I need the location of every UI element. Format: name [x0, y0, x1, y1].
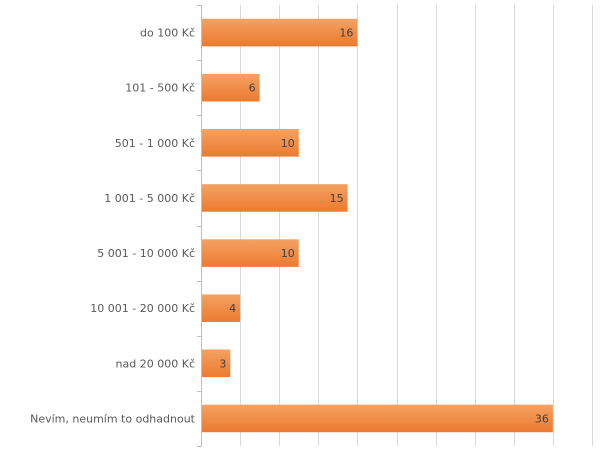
data-label: 36 [535, 412, 549, 425]
bar [202, 18, 358, 47]
bar [202, 184, 348, 212]
category-label: 5 001 - 10 000 Kč [97, 247, 195, 260]
data-label: 10 [281, 137, 295, 150]
data-label: 3 [219, 357, 226, 370]
category-label: 501 - 1 000 Kč [115, 137, 195, 150]
bar [202, 239, 299, 267]
bar [202, 129, 299, 157]
category-label: Nevím, neumím to odhadnout [30, 412, 196, 425]
bar [202, 73, 260, 102]
data-label: 6 [249, 82, 256, 95]
data-label: 4 [229, 302, 236, 315]
data-label: 15 [330, 192, 344, 205]
data-label: 16 [339, 27, 353, 40]
label-layer: 16 do 100 Kč 6 101 - 500 Kč 10 501 - 1 000 Kč… [30, 27, 549, 426]
category-label: 10 001 - 20 000 Kč [90, 302, 195, 315]
category-label: do 100 Kč [140, 27, 195, 40]
bar [202, 294, 241, 322]
grid-layer [197, 5, 593, 447]
category-label: 101 - 500 Kč [125, 82, 195, 95]
category-label: nad 20 000 Kč [116, 357, 195, 370]
bar-layer [202, 18, 553, 433]
category-label: 1 001 - 5 000 Kč [104, 192, 195, 205]
bar [202, 349, 231, 378]
data-label: 10 [281, 247, 295, 260]
bar [202, 404, 553, 433]
